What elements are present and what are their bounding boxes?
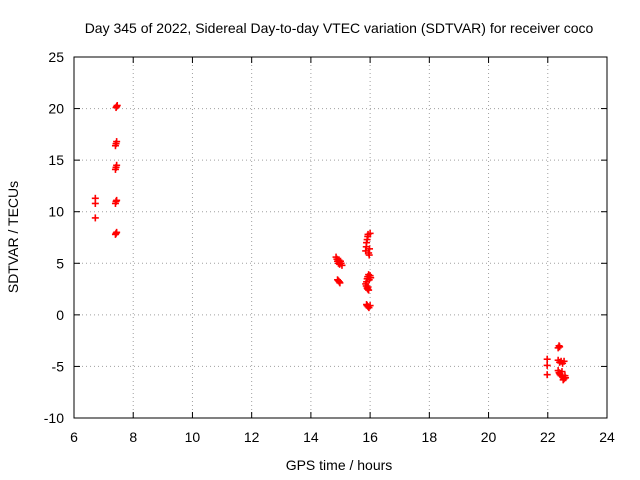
x-tick-label: 14 — [303, 429, 319, 445]
grid-lines — [74, 57, 607, 418]
x-tick-label: 18 — [422, 429, 438, 445]
data-points — [91, 101, 570, 384]
x-tick-label: 22 — [540, 429, 556, 445]
y-axis-label: SDTVAR / TECUs — [5, 181, 21, 293]
data-point — [365, 286, 373, 294]
x-tick-label: 16 — [362, 429, 378, 445]
data-point — [91, 199, 99, 207]
x-tick-label: 10 — [185, 429, 201, 445]
data-point — [556, 343, 564, 351]
x-tick-label: 12 — [244, 429, 260, 445]
y-tick-label: 20 — [48, 101, 64, 117]
y-tick-label: -5 — [52, 358, 65, 374]
y-tick-label: 25 — [48, 49, 64, 65]
axis-ticks — [73, 56, 608, 419]
data-point — [113, 196, 121, 204]
x-tick-label: 6 — [70, 429, 78, 445]
data-point — [559, 376, 567, 384]
data-point — [338, 261, 346, 269]
data-point — [543, 355, 551, 363]
x-tick-label: 8 — [129, 429, 137, 445]
x-tick-label: 24 — [599, 429, 615, 445]
x-tick-label: 20 — [481, 429, 497, 445]
data-point — [366, 229, 374, 237]
data-point — [367, 274, 375, 282]
data-point — [113, 161, 121, 169]
data-point — [113, 138, 121, 146]
data-point — [558, 368, 566, 376]
data-point — [113, 228, 121, 236]
data-point — [543, 371, 551, 379]
y-tick-label: 10 — [48, 204, 64, 220]
data-point — [366, 302, 374, 310]
y-tick-label: 0 — [56, 307, 64, 323]
data-point — [560, 357, 568, 365]
data-point — [336, 279, 344, 287]
data-point — [561, 372, 569, 380]
x-axis-label: GPS time / hours — [286, 457, 393, 473]
data-point — [113, 101, 121, 109]
y-tick-label: -10 — [44, 410, 64, 426]
data-point — [365, 251, 373, 259]
data-point — [543, 361, 551, 369]
data-point — [364, 285, 372, 293]
plot-frame — [73, 56, 608, 419]
y-tick-label: 5 — [56, 255, 64, 271]
data-point — [91, 214, 99, 222]
chart-title: Day 345 of 2022, Sidereal Day-to-day VTE… — [85, 20, 594, 36]
tick-labels: 6 8 10 12 14 16 18 20 22 24 -10 -5 0 5 10 15 20 25 — [44, 49, 615, 445]
data-point — [366, 245, 374, 253]
y-tick-label: 15 — [48, 152, 64, 168]
